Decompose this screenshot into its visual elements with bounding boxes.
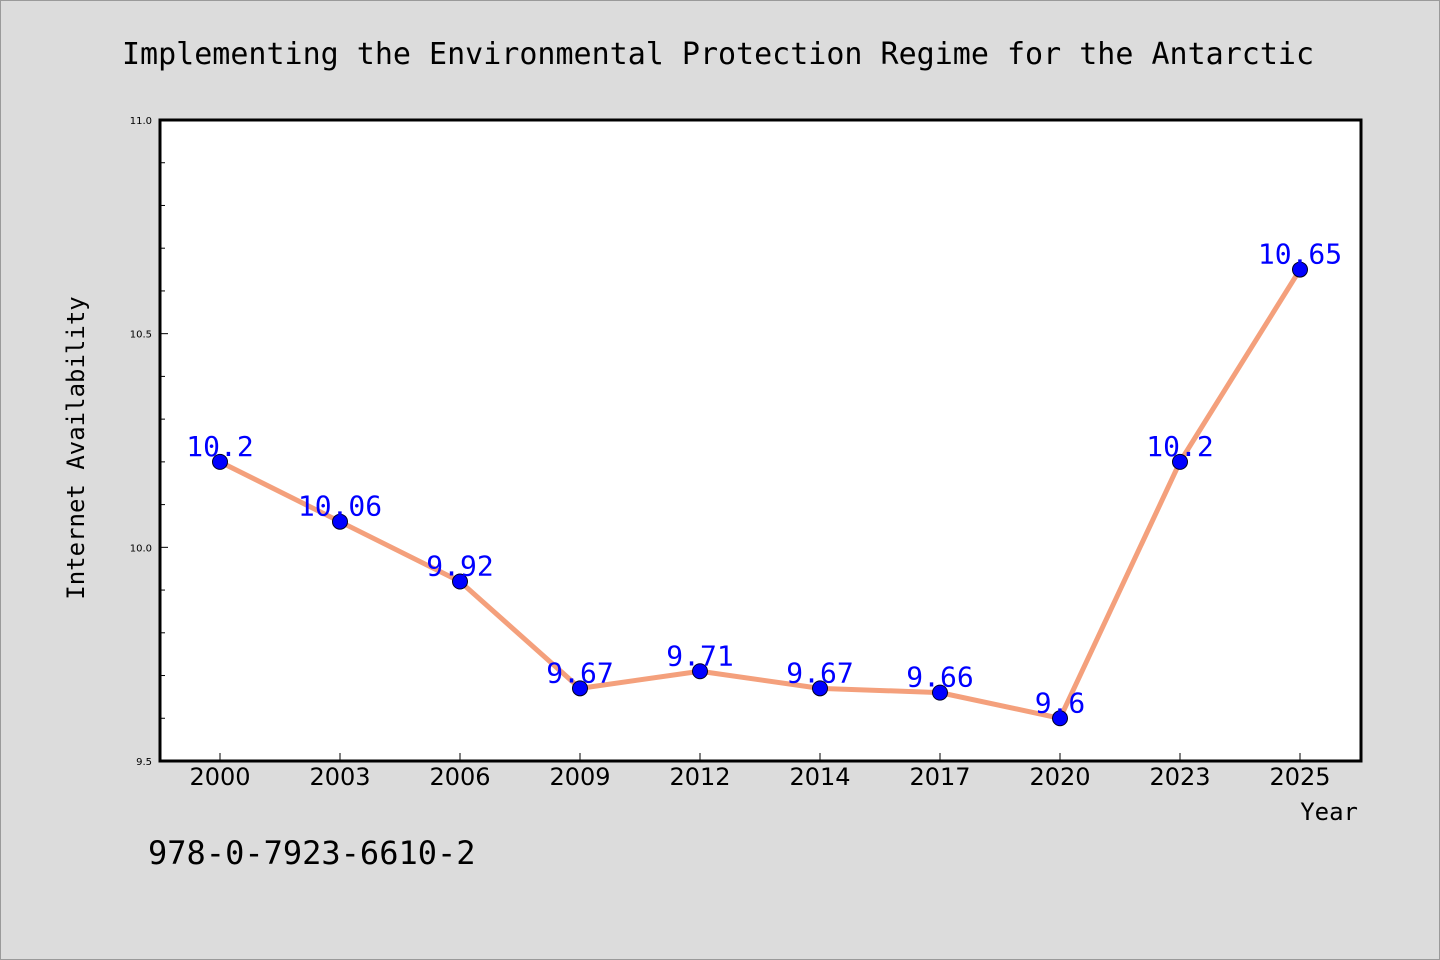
chart-title: Implementing the Environmental Protectio… bbox=[122, 37, 1314, 72]
x-tick-label: 2009 bbox=[549, 763, 610, 791]
x-axis-label: Year bbox=[1300, 798, 1358, 826]
data-point bbox=[332, 513, 348, 530]
data-point bbox=[452, 573, 468, 590]
x-tick-label: 2023 bbox=[1149, 763, 1210, 791]
data-label: 9.66 bbox=[906, 661, 973, 694]
data-label: 9.67 bbox=[786, 656, 853, 689]
data-label: 10.2 bbox=[1146, 430, 1213, 463]
y-axis-label: Internet Availability bbox=[62, 296, 90, 599]
y-tick-label: 11.0 bbox=[130, 116, 152, 127]
x-axis: 2000 2003 2006 2009 2012 2014 2017 2020 2023 2025 bbox=[189, 753, 1331, 791]
y-axis: 9.5 10.0 10.5 11.0 bbox=[130, 116, 168, 768]
series-line bbox=[217, 267, 1303, 721]
data-label: 9.6 bbox=[1035, 686, 1086, 719]
data-label-layer: 10.2 10.06 9.92 9.67 9.71 9.67 9.66 9.6 10.2 10.6… bbox=[186, 238, 1342, 720]
data-point bbox=[1292, 261, 1308, 278]
data-label: 10.06 bbox=[298, 490, 382, 523]
y-tick-label: 10.0 bbox=[130, 543, 152, 554]
data-label: 10.2 bbox=[186, 430, 253, 463]
x-tick-label: 2017 bbox=[909, 763, 970, 791]
plot-area bbox=[158, 118, 1363, 763]
x-tick-label: 2003 bbox=[309, 763, 370, 791]
x-tick-label: 2000 bbox=[189, 763, 250, 791]
data-label: 9.71 bbox=[666, 639, 733, 672]
data-point bbox=[212, 453, 228, 470]
x-tick-label: 2020 bbox=[1029, 763, 1090, 791]
data-label: 9.92 bbox=[426, 550, 493, 583]
data-label: 10.65 bbox=[1258, 238, 1342, 271]
x-tick-label: 2006 bbox=[429, 763, 490, 791]
data-point bbox=[932, 684, 948, 701]
data-point bbox=[1172, 453, 1188, 470]
data-label: 9.67 bbox=[546, 656, 613, 689]
marker-layer bbox=[212, 261, 1308, 727]
x-tick-label: 2025 bbox=[1269, 763, 1330, 791]
isbn-text: 978-0-7923-6610-2 bbox=[148, 834, 476, 872]
y-tick-label: 9.5 bbox=[136, 757, 152, 768]
x-tick-label: 2014 bbox=[789, 763, 850, 791]
y-tick-label: 10.5 bbox=[130, 330, 152, 341]
data-point bbox=[1052, 710, 1068, 727]
x-tick-label: 2012 bbox=[669, 763, 730, 791]
series-layer bbox=[217, 267, 1303, 721]
data-point bbox=[812, 680, 828, 697]
data-point bbox=[572, 680, 588, 697]
data-point bbox=[692, 663, 708, 680]
